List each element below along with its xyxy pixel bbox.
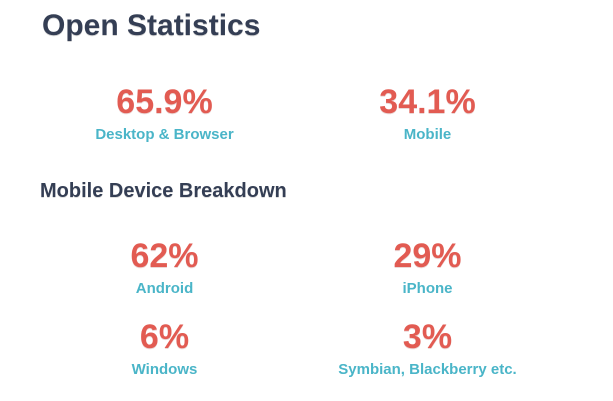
stat-value-windows: 6% — [139, 318, 190, 356]
mobile-breakdown-grid: 62% Android 29% iPhone 6% Windows 3% Sym… — [33, 239, 559, 379]
open-statistics-panel: Open Statistics 65.9% Desktop & Browser … — [33, 9, 559, 379]
stat-android: 62% Android — [33, 239, 296, 298]
stat-label-iphone: iPhone — [402, 280, 453, 297]
stat-label-desktop-browser: Desktop & Browser — [95, 126, 234, 143]
stat-label-android: Android — [135, 280, 194, 297]
stat-value-desktop-browser: 65.9% — [116, 83, 213, 121]
stat-label-windows: Windows — [131, 361, 198, 378]
stat-symbian-blackberry: 3% Symbian, Blackberry etc. — [296, 320, 559, 379]
stat-label-symbian-blackberry: Symbian, Blackberry etc. — [338, 361, 517, 378]
stat-windows: 6% Windows — [33, 320, 296, 379]
stat-value-iphone: 29% — [393, 237, 462, 275]
stat-iphone: 29% iPhone — [296, 239, 559, 298]
stat-value-android: 62% — [130, 237, 199, 275]
overall-stats-grid: 65.9% Desktop & Browser 34.1% Mobile — [33, 85, 559, 144]
section-title-mobile-breakdown: Mobile Device Breakdown — [40, 180, 287, 202]
page-title: Open Statistics — [42, 9, 261, 42]
stat-value-symbian-blackberry: 3% — [402, 318, 453, 356]
stat-label-mobile: Mobile — [403, 126, 452, 143]
stat-mobile: 34.1% Mobile — [296, 85, 559, 144]
stat-value-mobile: 34.1% — [379, 83, 476, 121]
stat-desktop-browser: 65.9% Desktop & Browser — [33, 85, 296, 144]
